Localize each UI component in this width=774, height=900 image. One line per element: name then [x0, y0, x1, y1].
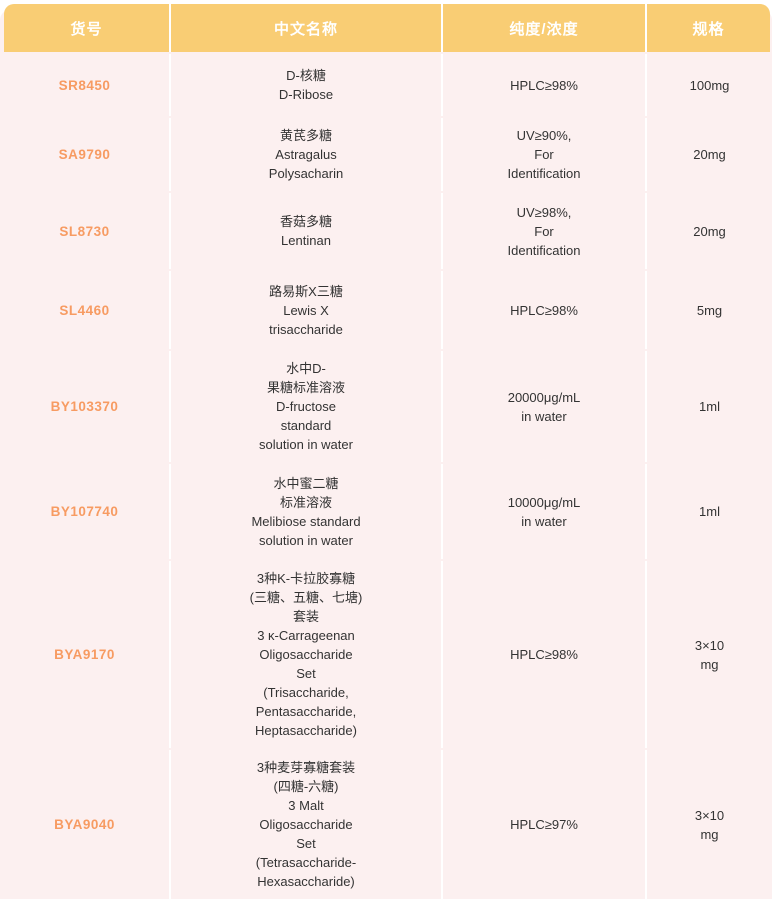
catalog-code-link[interactable]: SR8450 [0, 54, 169, 116]
purity-value: UV≥90%, For Identification [507, 128, 581, 181]
product-name-cell: 黄芪多糖 Astragalus Polysacharin [169, 118, 441, 191]
table-row: SA9790 黄芪多糖 Astragalus Polysacharin UV≥9… [0, 118, 772, 191]
catalog-code: SR8450 [58, 77, 111, 93]
table-row: BYA9170 3种K-卡拉胶寡糖 (三糖、五糖、七塘) 套装 3 κ-Carr… [0, 561, 772, 748]
purity-cell: UV≥90%, For Identification [441, 118, 645, 191]
spec-value: 3×10 mg [694, 637, 725, 672]
catalog-code-link[interactable]: BYA9170 [0, 561, 169, 748]
spec-cell: 1ml [645, 464, 772, 559]
catalog-code: BY107740 [50, 504, 119, 519]
catalog-code-link[interactable]: BYA9040 [0, 750, 169, 899]
spec-value: 3×10 mg [694, 807, 725, 842]
spec-value: 100mg [689, 77, 730, 93]
column-header-spec: 规格 [645, 4, 770, 52]
spec-cell: 3×10 mg [645, 750, 772, 899]
catalog-code: SA9790 [58, 147, 111, 162]
product-name: 3种K-卡拉胶寡糖 (三糖、五糖、七塘) 套装 3 κ-Carrageenan … [249, 571, 363, 738]
purity-cell: HPLC≥98% [441, 561, 645, 748]
catalog-code-link[interactable]: SL8730 [0, 193, 169, 269]
purity-cell: 20000μg/mL in water [441, 351, 645, 462]
product-name: 香菇多糖 Lentinan [279, 214, 332, 248]
product-name: 水中D- 果糖标准溶液 D-fructose standard solution… [259, 361, 353, 452]
purity-cell: 10000μg/mL in water [441, 464, 645, 559]
catalog-code-link[interactable]: BY107740 [0, 464, 169, 559]
product-name: 3种麦芽寡糖套装 (四糖-六糖) 3 Malt Oligosaccharide … [255, 760, 357, 889]
purity-cell: HPLC≥98% [441, 54, 645, 116]
spec-value: 20mg [693, 223, 726, 239]
purity-value: HPLC≥97% [510, 817, 578, 832]
spec-cell: 5mg [645, 271, 772, 349]
product-name-cell: D-核糖 D-Ribose [169, 54, 441, 116]
purity-value: UV≥98%, For Identification [507, 204, 581, 258]
spec-value: 5mg [696, 302, 723, 318]
catalog-code-link[interactable]: BY103370 [0, 351, 169, 462]
product-name-cell: 水中蜜二糖 标准溶液 Melibiose standard solution i… [169, 464, 441, 559]
catalog-code: SL4460 [59, 302, 110, 318]
product-name: 路易斯X三糖 Lewis X trisaccharide [269, 283, 343, 337]
table-row: BY103370 水中D- 果糖标准溶液 D-fructose standard… [0, 351, 772, 462]
catalog-code: BYA9170 [54, 647, 115, 662]
table-header-row: 货号 中文名称 纯度/浓度 规格 [4, 4, 770, 52]
catalog-code: SL8730 [59, 223, 110, 239]
purity-value: HPLC≥98% [510, 302, 578, 318]
purity-value: HPLC≥98% [510, 647, 578, 662]
column-header-code: 货号 [4, 4, 169, 52]
product-name: 黄芪多糖 Astragalus Polysacharin [268, 128, 344, 181]
product-name: 水中蜜二糖 标准溶液 Melibiose standard solution i… [251, 475, 361, 548]
purity-cell: HPLC≥98% [441, 271, 645, 349]
spec-cell: 100mg [645, 54, 772, 116]
table-row: BYA9040 3种麦芽寡糖套装 (四糖-六糖) 3 Malt Oligosac… [0, 750, 772, 899]
catalog-code-link[interactable]: SA9790 [0, 118, 169, 191]
product-name-cell: 3种麦芽寡糖套装 (四糖-六糖) 3 Malt Oligosaccharide … [169, 750, 441, 899]
table-row: SL8730 香菇多糖 Lentinan UV≥98%, For Identif… [0, 193, 772, 269]
catalog-code: BY103370 [50, 399, 119, 414]
spec-cell: 3×10 mg [645, 561, 772, 748]
purity-value: HPLC≥98% [510, 77, 578, 93]
spec-value: 1ml [699, 504, 720, 519]
purity-value: 10000μg/mL in water [507, 494, 581, 529]
spec-value: 20mg [693, 147, 726, 162]
column-header-name: 中文名称 [169, 4, 441, 52]
column-header-purity: 纯度/浓度 [441, 4, 645, 52]
catalog-code-link[interactable]: SL4460 [0, 271, 169, 349]
product-name-cell: 香菇多糖 Lentinan [169, 193, 441, 269]
table-row: SR8450 D-核糖 D-Ribose HPLC≥98% 100mg [0, 54, 772, 116]
spec-cell: 20mg [645, 193, 772, 269]
table-row: SL4460 路易斯X三糖 Lewis X trisaccharide HPLC… [0, 271, 772, 349]
purity-cell: HPLC≥97% [441, 750, 645, 899]
product-name: D-核糖 D-Ribose [278, 68, 334, 102]
table-row: BY107740 水中蜜二糖 标准溶液 Melibiose standard s… [0, 464, 772, 559]
spec-cell: 1ml [645, 351, 772, 462]
product-name-cell: 水中D- 果糖标准溶液 D-fructose standard solution… [169, 351, 441, 462]
table-body: SR8450 D-核糖 D-Ribose HPLC≥98% 100mg SA97… [0, 54, 772, 899]
catalog-code: BYA9040 [54, 817, 115, 832]
spec-cell: 20mg [645, 118, 772, 191]
product-name-cell: 路易斯X三糖 Lewis X trisaccharide [169, 271, 441, 349]
product-name-cell: 3种K-卡拉胶寡糖 (三糖、五糖、七塘) 套装 3 κ-Carrageenan … [169, 561, 441, 748]
purity-value: 20000μg/mL in water [507, 389, 581, 424]
purity-cell: UV≥98%, For Identification [441, 193, 645, 269]
spec-value: 1ml [699, 399, 720, 414]
